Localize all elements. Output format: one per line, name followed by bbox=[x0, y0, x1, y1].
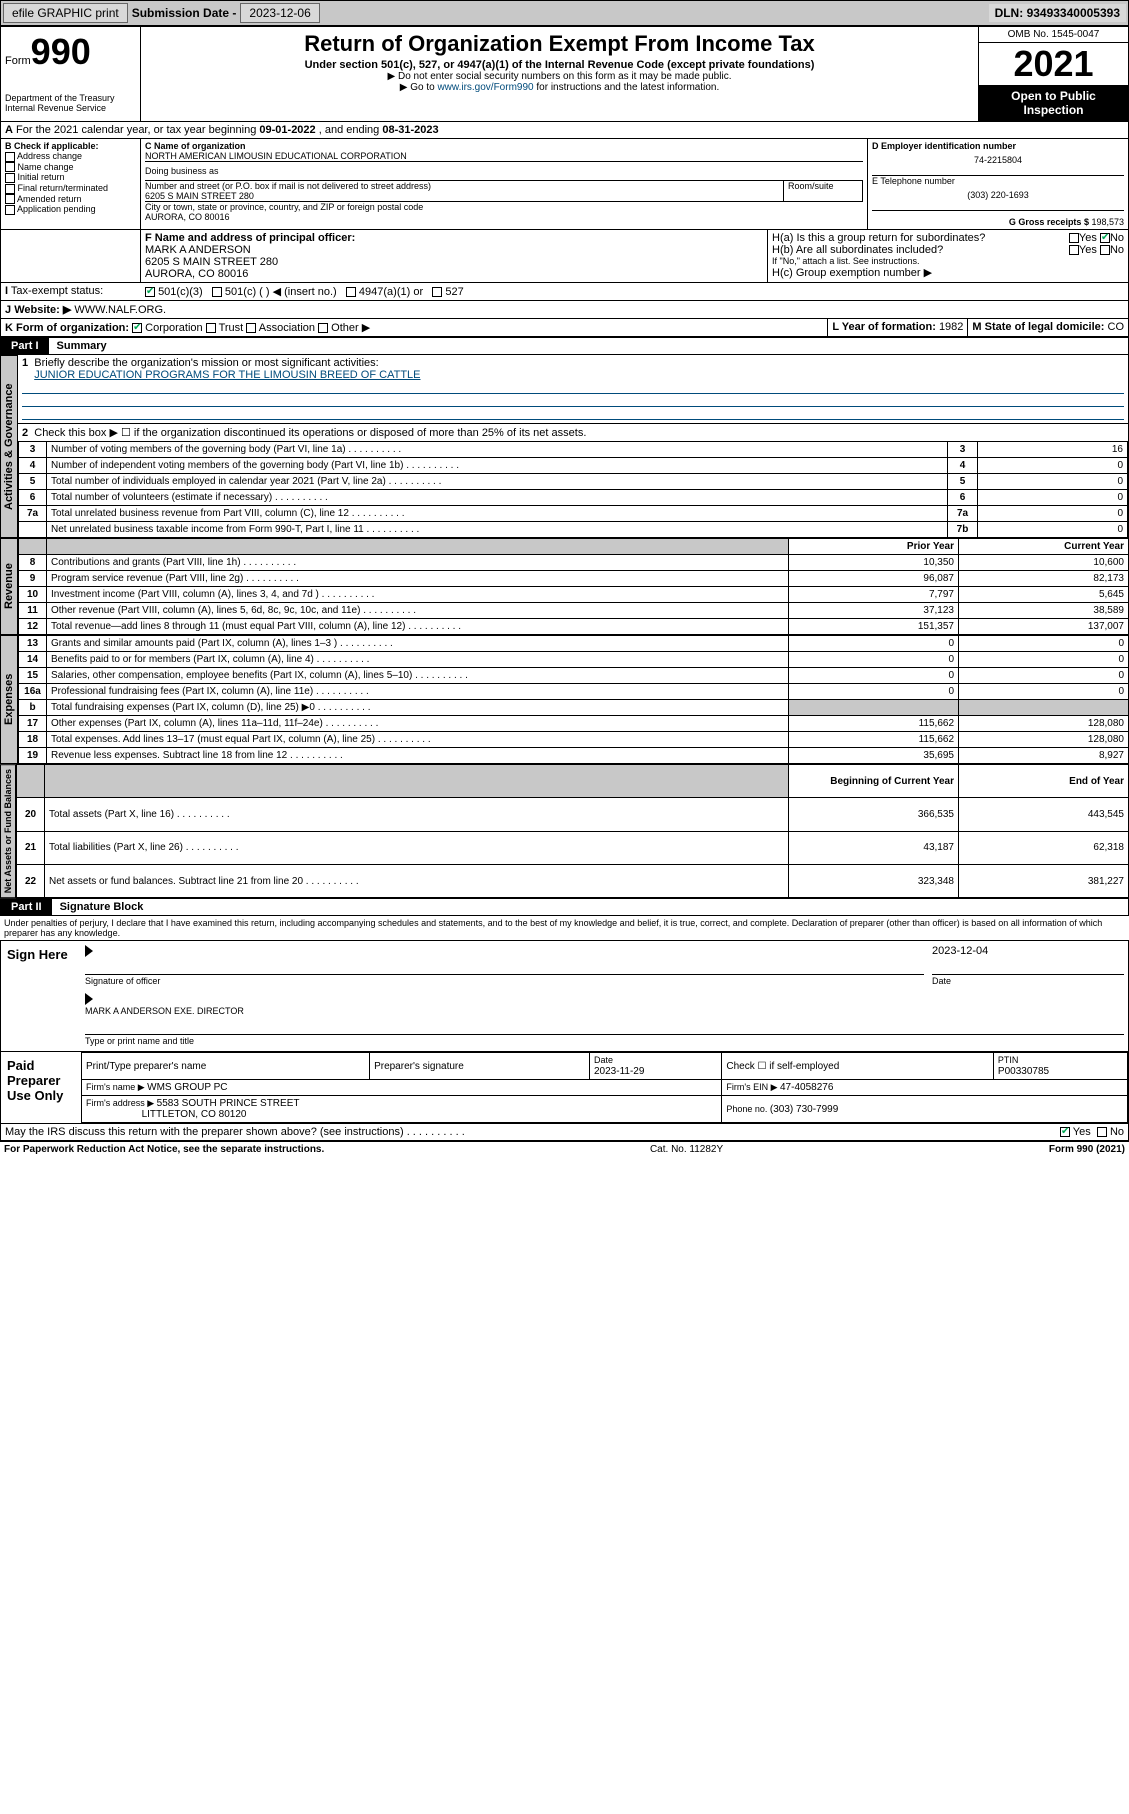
submission-date-label: Submission Date - bbox=[132, 6, 237, 20]
arrow-icon bbox=[85, 993, 93, 1005]
form-subtitle-1: Under section 501(c), 527, or 4947(a)(1)… bbox=[145, 59, 974, 71]
checkbox-address-change[interactable] bbox=[5, 152, 15, 162]
org-city: AURORA, CO 80016 bbox=[145, 212, 230, 222]
topbar: efile GRAPHIC print Submission Date - 20… bbox=[0, 0, 1129, 26]
checkbox-discuss-yes[interactable] bbox=[1060, 1127, 1070, 1137]
table-net-assets: Beginning of Current YearEnd of Year20To… bbox=[16, 764, 1129, 898]
form-label: Form bbox=[5, 55, 31, 67]
officer-print-name: MARK A ANDERSON EXE. DIRECTOR bbox=[85, 1006, 244, 1016]
ein: 74-2215804 bbox=[872, 151, 1124, 165]
checkbox-hb-yes[interactable] bbox=[1069, 245, 1079, 255]
form-subtitle-3: ▶ Go to www.irs.gov/Form990 for instruct… bbox=[145, 82, 974, 93]
preparer-date: 2023-11-29 bbox=[594, 1066, 644, 1077]
arrow-icon bbox=[85, 945, 93, 957]
table-revenue: Prior YearCurrent Year8Contributions and… bbox=[18, 538, 1129, 635]
side-net-assets: Net Assets or Fund Balances bbox=[0, 764, 16, 898]
gross-receipts: 198,573 bbox=[1091, 217, 1124, 227]
part1-header: Part I Summary bbox=[0, 337, 1129, 355]
department: Department of the Treasury Internal Reve… bbox=[5, 93, 136, 113]
b-label: B Check if applicable: bbox=[5, 141, 136, 151]
org-street: 6205 S MAIN STREET 280 bbox=[145, 191, 254, 201]
checkbox-association[interactable] bbox=[246, 323, 256, 333]
perjury-declaration: Under penalties of perjury, I declare th… bbox=[0, 916, 1129, 940]
dln: DLN: 93493340005393 bbox=[989, 4, 1126, 22]
form-header: Form990 Department of the Treasury Inter… bbox=[0, 26, 1129, 122]
checkbox-name-change[interactable] bbox=[5, 162, 15, 172]
state-domicile: CO bbox=[1108, 321, 1125, 333]
entity-block: B Check if applicable: Address change Na… bbox=[0, 139, 1129, 230]
firm-address: 5583 SOUTH PRINCE STREET bbox=[157, 1098, 300, 1109]
line-i: I Tax-exempt status: 501(c)(3) 501(c) ( … bbox=[0, 283, 1129, 301]
officer-block: F Name and address of principal officer:… bbox=[0, 230, 1129, 283]
checkbox-4947[interactable] bbox=[346, 287, 356, 297]
year-formation: 1982 bbox=[939, 321, 963, 333]
line-j: J Website: ▶ WWW.NALF.ORG. bbox=[0, 301, 1129, 319]
checkbox-501c3[interactable] bbox=[145, 287, 155, 297]
telephone: (303) 220-1693 bbox=[872, 186, 1124, 200]
officer-name: MARK A ANDERSON bbox=[145, 244, 251, 256]
checkbox-amended-return[interactable] bbox=[5, 194, 15, 204]
checkbox-final-return[interactable] bbox=[5, 184, 15, 194]
ptin: P00330785 bbox=[998, 1066, 1049, 1077]
website: WWW.NALF.ORG. bbox=[74, 304, 166, 316]
firm-ein: 47-4058276 bbox=[780, 1082, 833, 1093]
irs-link[interactable]: www.irs.gov/Form990 bbox=[437, 82, 533, 93]
firm-phone: (303) 730-7999 bbox=[770, 1104, 838, 1115]
table-activities-governance: 3Number of voting members of the governi… bbox=[18, 441, 1128, 538]
form-title: Return of Organization Exempt From Incom… bbox=[145, 31, 974, 57]
part2-header: Part II Signature Block bbox=[0, 898, 1129, 916]
sig-date: 2023-12-04 bbox=[932, 945, 988, 957]
table-expenses: 13Grants and similar amounts paid (Part … bbox=[18, 635, 1129, 764]
side-expenses: Expenses bbox=[0, 635, 18, 764]
checkbox-initial-return[interactable] bbox=[5, 173, 15, 183]
side-activities-governance: Activities & Governance bbox=[0, 355, 18, 538]
efile-print-button[interactable]: efile GRAPHIC print bbox=[3, 3, 128, 23]
tax-year: 2021 bbox=[979, 43, 1128, 85]
form-subtitle-2: ▶ Do not enter social security numbers o… bbox=[145, 71, 974, 82]
page-footer: For Paperwork Reduction Act Notice, see … bbox=[0, 1141, 1129, 1157]
checkbox-ha-no[interactable] bbox=[1100, 233, 1110, 243]
open-to-public: Open to Public Inspection bbox=[979, 85, 1128, 121]
checkbox-corporation[interactable] bbox=[132, 323, 142, 333]
checkbox-other[interactable] bbox=[318, 323, 328, 333]
mission-text: JUNIOR EDUCATION PROGRAMS FOR THE LIMOUS… bbox=[34, 369, 420, 381]
checkbox-hb-no[interactable] bbox=[1100, 245, 1110, 255]
checkbox-discuss-no[interactable] bbox=[1097, 1127, 1107, 1137]
side-revenue: Revenue bbox=[0, 538, 18, 635]
checkbox-501c[interactable] bbox=[212, 287, 222, 297]
checkbox-527[interactable] bbox=[432, 287, 442, 297]
checkbox-ha-yes[interactable] bbox=[1069, 233, 1079, 243]
line-klm: K Form of organization: Corporation Trus… bbox=[0, 319, 1129, 337]
form-number: 990 bbox=[31, 31, 91, 72]
org-name: NORTH AMERICAN LIMOUSIN EDUCATIONAL CORP… bbox=[145, 151, 407, 161]
firm-name: WMS GROUP PC bbox=[147, 1082, 227, 1093]
checkbox-application-pending[interactable] bbox=[5, 205, 15, 215]
omb-number: OMB No. 1545-0047 bbox=[979, 27, 1128, 43]
checkbox-trust[interactable] bbox=[206, 323, 216, 333]
line-a: A For the 2021 calendar year, or tax yea… bbox=[0, 122, 1129, 139]
signature-block: Sign Here Signature of officer 2023-12-0… bbox=[0, 940, 1129, 1124]
submission-date: 2023-12-06 bbox=[240, 3, 319, 23]
